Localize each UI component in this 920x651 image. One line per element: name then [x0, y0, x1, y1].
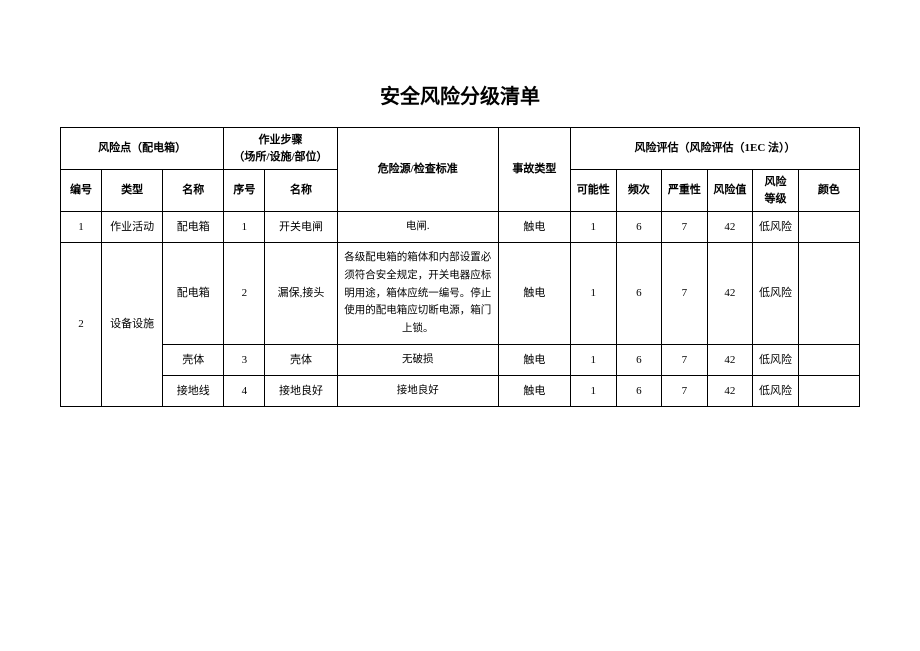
cell-possibility: 1 — [571, 212, 617, 243]
hdr-risk-value: 风险值 — [707, 170, 753, 212]
hdr-risk-point: 风险点（配电箱） — [61, 128, 224, 170]
risk-table: 风险点（配电箱） 作业步骤 （场所/设施/部位） 危险源/检查标准 事故类型 风… — [60, 127, 860, 407]
cell-color — [798, 345, 859, 376]
cell-frequency: 6 — [616, 375, 662, 406]
cell-possibility: 1 — [571, 345, 617, 376]
cell-accident: 触电 — [498, 375, 570, 406]
cell-rp-no: 1 — [61, 212, 102, 243]
cell-frequency: 6 — [616, 212, 662, 243]
cell-hazard: 无破损 — [337, 345, 498, 376]
cell-step-no: 2 — [224, 242, 265, 344]
cell-color — [798, 375, 859, 406]
hdr-assessment: 风险评估（风险评估（1EC 法）） — [571, 128, 860, 170]
cell-accident: 触电 — [498, 345, 570, 376]
hdr-possibility: 可能性 — [571, 170, 617, 212]
cell-accident: 触电 — [498, 212, 570, 243]
header-row-1: 风险点（配电箱） 作业步骤 （场所/设施/部位） 危险源/检查标准 事故类型 风… — [61, 128, 860, 170]
cell-color — [798, 242, 859, 344]
cell-step-no: 3 — [224, 345, 265, 376]
cell-possibility: 1 — [571, 242, 617, 344]
cell-rp-name: 配电箱 — [163, 242, 224, 344]
table-row: 壳体 3 壳体 无破损 触电 1 6 7 42 低风险 — [61, 345, 860, 376]
cell-hazard: 各级配电箱的箱体和内部设置必须符合安全规定，开关电器应标明用途，箱体应统一编号。… — [337, 242, 498, 344]
hdr-frequency: 频次 — [616, 170, 662, 212]
cell-risk-level: 低风险 — [753, 375, 799, 406]
cell-step-no: 1 — [224, 212, 265, 243]
cell-frequency: 6 — [616, 242, 662, 344]
cell-risk-value: 42 — [707, 242, 753, 344]
cell-risk-level: 低风险 — [753, 212, 799, 243]
cell-step-name: 开关电闸 — [265, 212, 337, 243]
cell-step-name: 漏保,接头 — [265, 242, 337, 344]
hdr-rp-name: 名称 — [163, 170, 224, 212]
document-page: 安全风险分级清单 风险点（配电箱） 作业步骤 （场所/设施/部位） 危险源/检查… — [0, 0, 920, 407]
hdr-color: 颜色 — [798, 170, 859, 212]
cell-rp-type: 设备设施 — [102, 242, 163, 406]
cell-step-name: 壳体 — [265, 345, 337, 376]
hdr-risk-level: 风险 等级 — [753, 170, 799, 212]
cell-step-name: 接地良好 — [265, 375, 337, 406]
cell-frequency: 6 — [616, 345, 662, 376]
cell-risk-value: 42 — [707, 212, 753, 243]
hdr-severity: 严重性 — [662, 170, 708, 212]
table-row: 接地线 4 接地良好 接地良好 触电 1 6 7 42 低风险 — [61, 375, 860, 406]
table-row: 2 设备设施 配电箱 2 漏保,接头 各级配电箱的箱体和内部设置必须符合安全规定… — [61, 242, 860, 344]
cell-color — [798, 212, 859, 243]
cell-possibility: 1 — [571, 375, 617, 406]
cell-risk-value: 42 — [707, 345, 753, 376]
cell-risk-value: 42 — [707, 375, 753, 406]
cell-accident: 触电 — [498, 242, 570, 344]
cell-hazard: 电闸. — [337, 212, 498, 243]
cell-hazard: 接地良好 — [337, 375, 498, 406]
cell-risk-level: 低风险 — [753, 345, 799, 376]
page-title: 安全风险分级清单 — [60, 80, 860, 109]
hdr-rp-type: 类型 — [102, 170, 163, 212]
cell-severity: 7 — [662, 242, 708, 344]
hdr-hazard: 危险源/检查标准 — [337, 128, 498, 212]
hdr-accident: 事故类型 — [498, 128, 570, 212]
hdr-rp-no: 编号 — [61, 170, 102, 212]
cell-risk-level: 低风险 — [753, 242, 799, 344]
cell-rp-name: 壳体 — [163, 345, 224, 376]
cell-severity: 7 — [662, 375, 708, 406]
hdr-step-group: 作业步骤 （场所/设施/部位） — [224, 128, 337, 170]
cell-severity: 7 — [662, 212, 708, 243]
cell-severity: 7 — [662, 345, 708, 376]
cell-rp-no: 2 — [61, 242, 102, 406]
cell-step-no: 4 — [224, 375, 265, 406]
cell-rp-type: 作业活动 — [102, 212, 163, 243]
cell-rp-name: 接地线 — [163, 375, 224, 406]
hdr-step-name: 名称 — [265, 170, 337, 212]
hdr-step-no: 序号 — [224, 170, 265, 212]
cell-rp-name: 配电箱 — [163, 212, 224, 243]
table-row: 1 作业活动 配电箱 1 开关电闸 电闸. 触电 1 6 7 42 低风险 — [61, 212, 860, 243]
